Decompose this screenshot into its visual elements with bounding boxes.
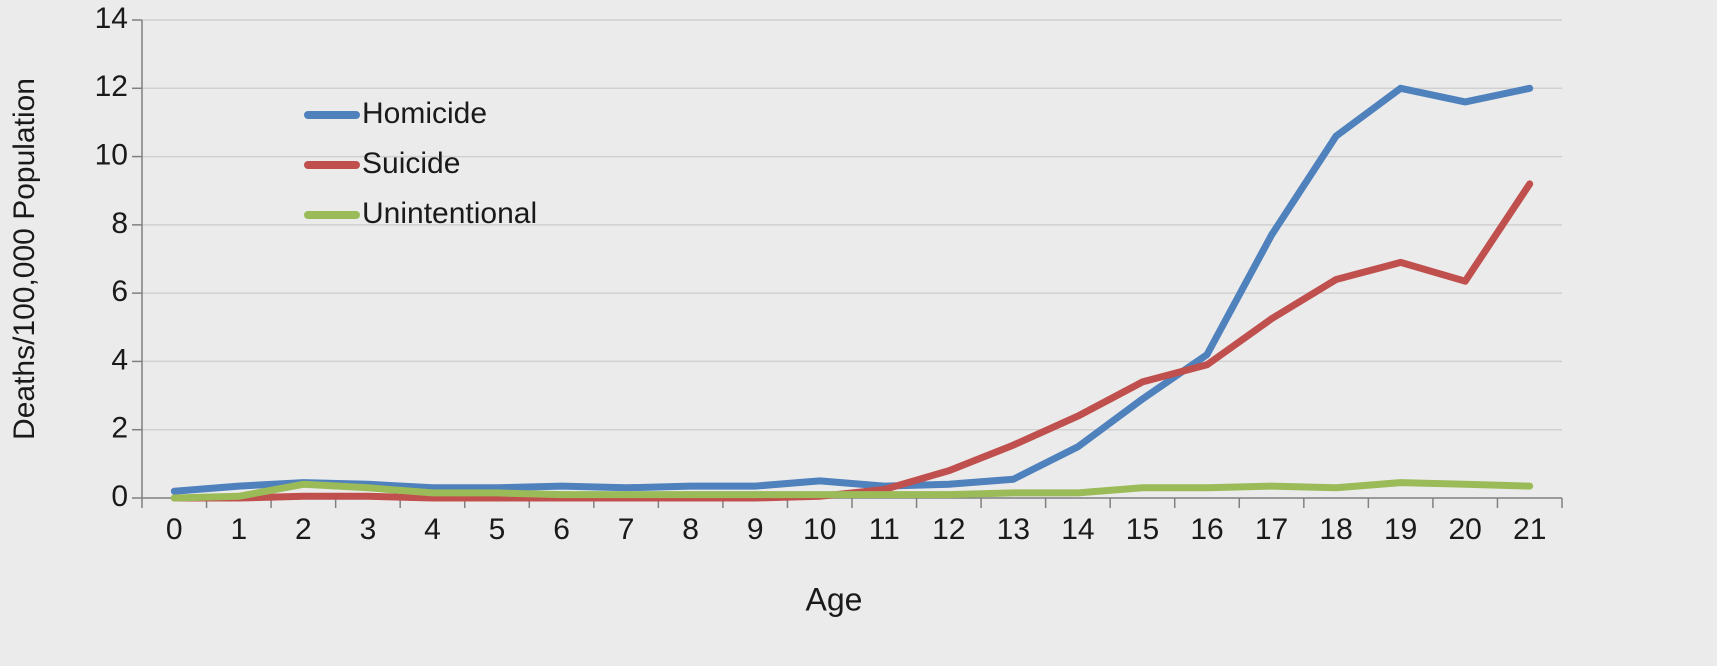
x-tick-label: 20: [1448, 513, 1481, 546]
y-tick-label: 12: [95, 70, 128, 103]
x-tick-label: 19: [1384, 513, 1417, 546]
series-lines: [170, 84, 1534, 502]
y-tick-labels: 0 2 4 6 8 10 12 14: [95, 2, 128, 513]
y-tick-label: 14: [95, 2, 128, 35]
gridlines: [142, 19, 1562, 431]
x-tick-label: 21: [1513, 513, 1546, 546]
x-tick-label: 8: [682, 513, 699, 546]
x-tick-label: 10: [803, 513, 836, 546]
x-tick-label: 13: [997, 513, 1030, 546]
y-tick-label: 6: [111, 275, 128, 308]
legend-label-homicide: Homicide: [362, 97, 487, 130]
x-tick-label: 1: [230, 513, 247, 546]
y-tick-label: 2: [111, 412, 128, 445]
x-tick-labels: 0 1 2 3 4 5 6 7 8 9 10 11 12 13 14 15 16 17 18 19 20 21: [166, 513, 1546, 546]
x-tick-label: 11: [869, 513, 900, 546]
y-tick-label: 8: [111, 207, 128, 240]
series-line-homicide: [170, 84, 1534, 495]
x-tick-label: 14: [1061, 513, 1094, 546]
x-tick-label: 9: [747, 513, 764, 546]
y-tick-label: 10: [95, 138, 128, 171]
x-tick-label: 7: [618, 513, 635, 546]
legend: Homicide Suicide Unintentional: [304, 97, 537, 230]
x-tick-label: 5: [489, 513, 506, 546]
legend-label-unintentional: Unintentional: [362, 197, 537, 230]
x-tick-label: 16: [1190, 513, 1223, 546]
x-tick-label: 4: [424, 513, 441, 546]
legend-label-suicide: Suicide: [362, 147, 460, 180]
x-axis-label: Age: [806, 581, 863, 617]
x-tick-label: 6: [553, 513, 570, 546]
series-line-unintentional: [170, 479, 1534, 502]
x-tick-label: 12: [932, 513, 965, 546]
x-tick-label: 17: [1255, 513, 1288, 546]
y-tick-label: 0: [111, 480, 128, 513]
x-tick-label: 2: [295, 513, 312, 546]
x-tick-label: 15: [1126, 513, 1159, 546]
y-axis-label: Deaths/100,000 Population: [8, 78, 41, 440]
x-tick-label: 18: [1319, 513, 1352, 546]
x-tick-label: 0: [166, 513, 183, 546]
x-tick-label: 3: [360, 513, 377, 546]
y-tick-label: 4: [111, 343, 128, 376]
